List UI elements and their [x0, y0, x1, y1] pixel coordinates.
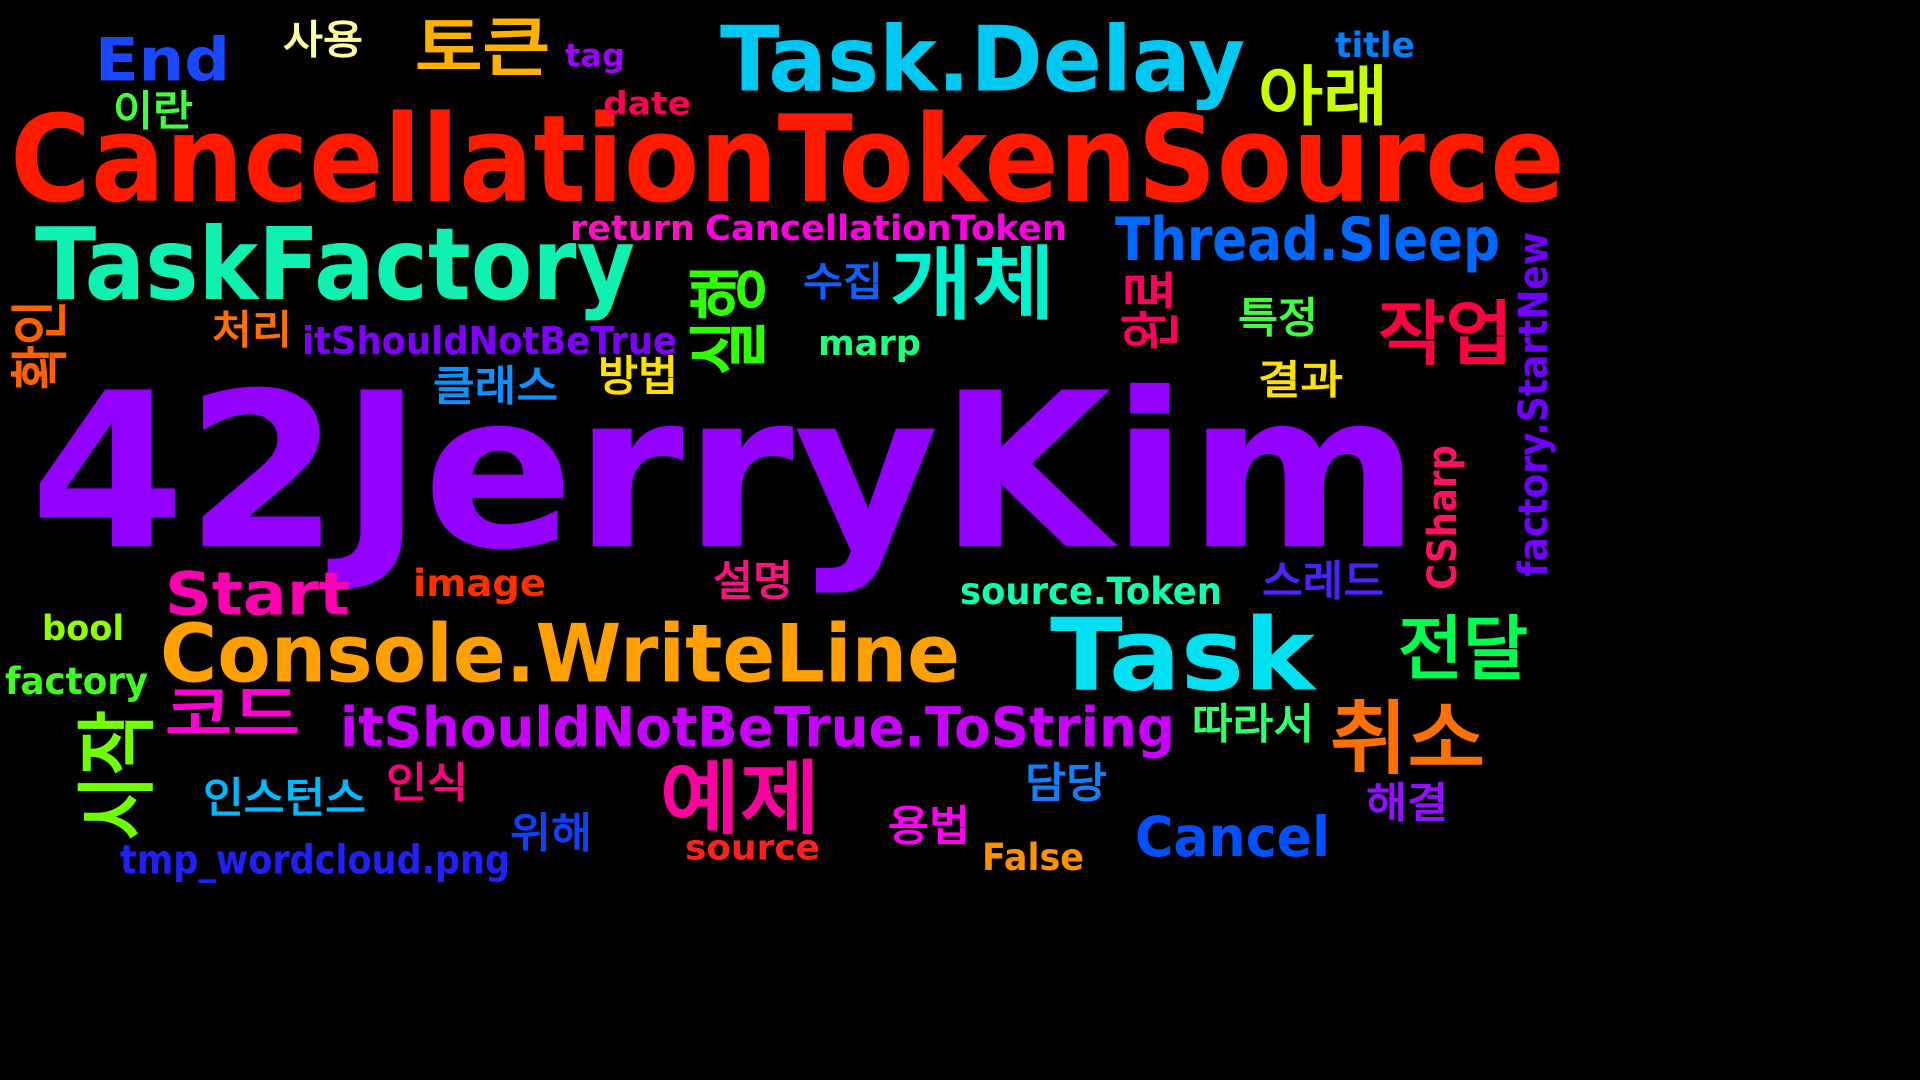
word-class-ko: 클래스: [433, 361, 558, 411]
word-instance-ko: 인스턴스: [203, 773, 366, 823]
word-cancel-ko: 취소: [1330, 693, 1485, 787]
word-tmp-wordcloud-png: tmp_wordcloud.png: [120, 836, 510, 884]
word-tag: tag: [565, 37, 625, 75]
word-false: False: [982, 836, 1084, 880]
word-resolve-ko: 해결: [1366, 778, 1448, 828]
word-end: End: [95, 24, 230, 96]
word-method-ko: 방법: [598, 351, 678, 401]
word-task: Task: [1050, 596, 1315, 714]
word-result-ko: 결과: [1258, 356, 1343, 404]
word-date: date: [603, 85, 691, 123]
word-confirm-ko: 확인: [7, 300, 75, 390]
word-cancellationtokensource: CancellationTokenSource: [10, 90, 1565, 230]
word-object-ko: 개체: [890, 237, 1055, 332]
word-recognize-ko: 인식: [386, 758, 468, 808]
word-itshouldnotbetrue: itShouldNotBeTrue: [302, 319, 677, 363]
word-cancel: Cancel: [1135, 804, 1330, 870]
word-code-ko: 코드: [165, 680, 300, 750]
word-itshouldnotbetrue-tostring: itShouldNotBeTrue.ToString: [340, 695, 1175, 760]
word-work-ko: 작업: [1378, 294, 1513, 376]
word-task-delay: Task.Delay: [720, 6, 1245, 113]
word-deliver-ko: 전달: [1398, 609, 1528, 691]
word-return: return: [570, 209, 695, 249]
word-forsake-ko: 위해: [510, 808, 592, 858]
word-irran-ko: 이란: [113, 86, 193, 136]
word-csharp: CSharp: [1420, 445, 1467, 590]
word-source-token: source.Token: [960, 570, 1222, 613]
word-therefore-ko: 따라서: [1192, 699, 1314, 749]
word-run-ko: 실행: [683, 265, 777, 375]
word-marp: marp: [818, 324, 921, 364]
word-start-ko: 시작: [71, 710, 165, 840]
word-use-ko: 사용: [283, 16, 363, 64]
word-bool: bool: [42, 609, 124, 649]
word-collect-ko: 수집: [803, 258, 883, 306]
word-explain-ko: 설명: [713, 556, 793, 606]
word-thread-ko: 스레드: [1262, 556, 1384, 606]
word-below-ko: 아래: [1258, 60, 1388, 135]
word-42jerrykim: 42JerryKim: [30, 347, 1420, 598]
word-cancellationtoken: CancellationToken: [705, 209, 1067, 249]
word-charge-ko: 담당: [1025, 758, 1107, 808]
word-title: title: [1335, 24, 1415, 67]
word-image: image: [413, 562, 546, 605]
word-factory-startnew: factory.StartNew: [1511, 232, 1558, 578]
word-usage-ko: 용법: [888, 801, 970, 851]
word-example-ko: 예제: [660, 753, 820, 847]
word-factory: factory: [5, 660, 148, 703]
word-process-ko: 처리: [212, 306, 292, 354]
word-console-writeline: Console.WriteLine: [160, 607, 960, 702]
word-complete-ko: 완료: [1117, 270, 1187, 350]
word-thread-sleep: Thread.Sleep: [1115, 205, 1500, 275]
word-taskfactory: TaskFactory: [35, 206, 635, 323]
word-start: Start: [165, 559, 350, 630]
word-specific-ko: 특정: [1238, 293, 1318, 343]
word-token-ko: 토큰: [415, 9, 550, 86]
word-source: source: [685, 827, 820, 868]
